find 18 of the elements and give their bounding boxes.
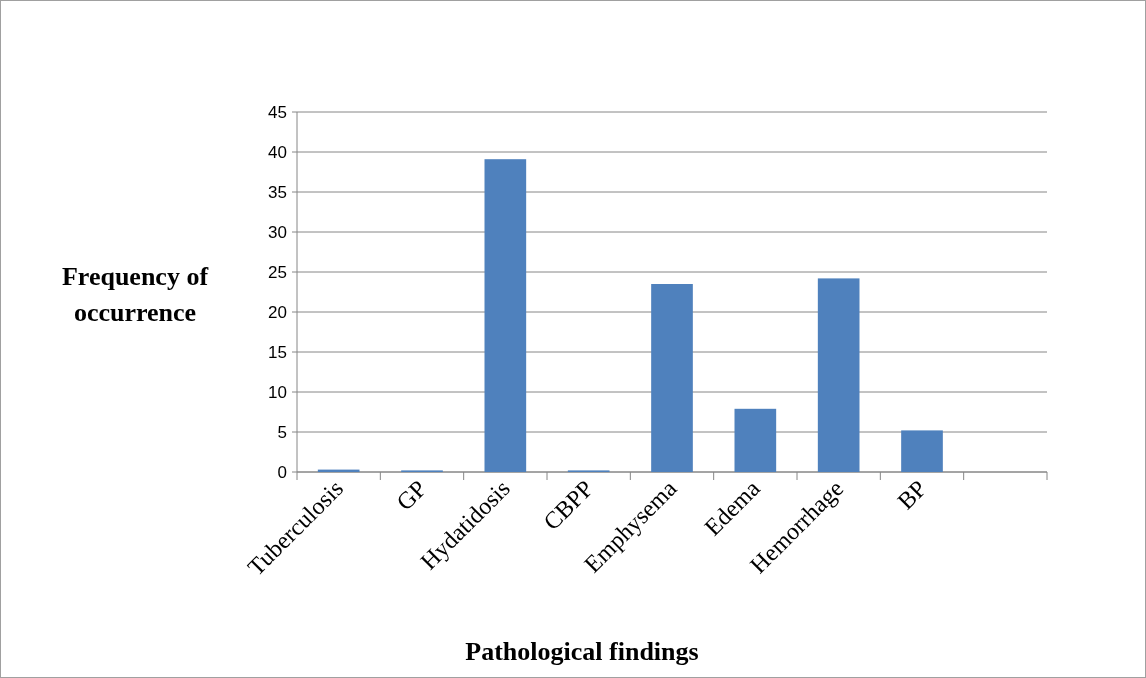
bar bbox=[651, 284, 693, 472]
bar bbox=[817, 278, 860, 472]
y-tick-label: 20 bbox=[268, 302, 287, 322]
y-tick-label: 45 bbox=[268, 102, 287, 122]
bar bbox=[901, 430, 943, 472]
y-tick-label: 25 bbox=[268, 262, 287, 282]
bar bbox=[734, 408, 777, 472]
x-axis-title: Pathological findings bbox=[465, 637, 699, 666]
y-tick-label: 40 bbox=[268, 142, 287, 162]
y-tick-label: 30 bbox=[268, 222, 287, 242]
y-tick-label: 5 bbox=[277, 422, 287, 442]
y-axis-title: Frequency of occurrence bbox=[61, 262, 209, 327]
y-tick-label: 10 bbox=[268, 382, 287, 402]
bar bbox=[484, 159, 527, 472]
y-tick-label: 15 bbox=[268, 342, 287, 362]
y-tick-label: 35 bbox=[268, 182, 287, 202]
y-tick-label: 0 bbox=[277, 462, 287, 482]
x-tick-label: BP bbox=[892, 475, 932, 515]
